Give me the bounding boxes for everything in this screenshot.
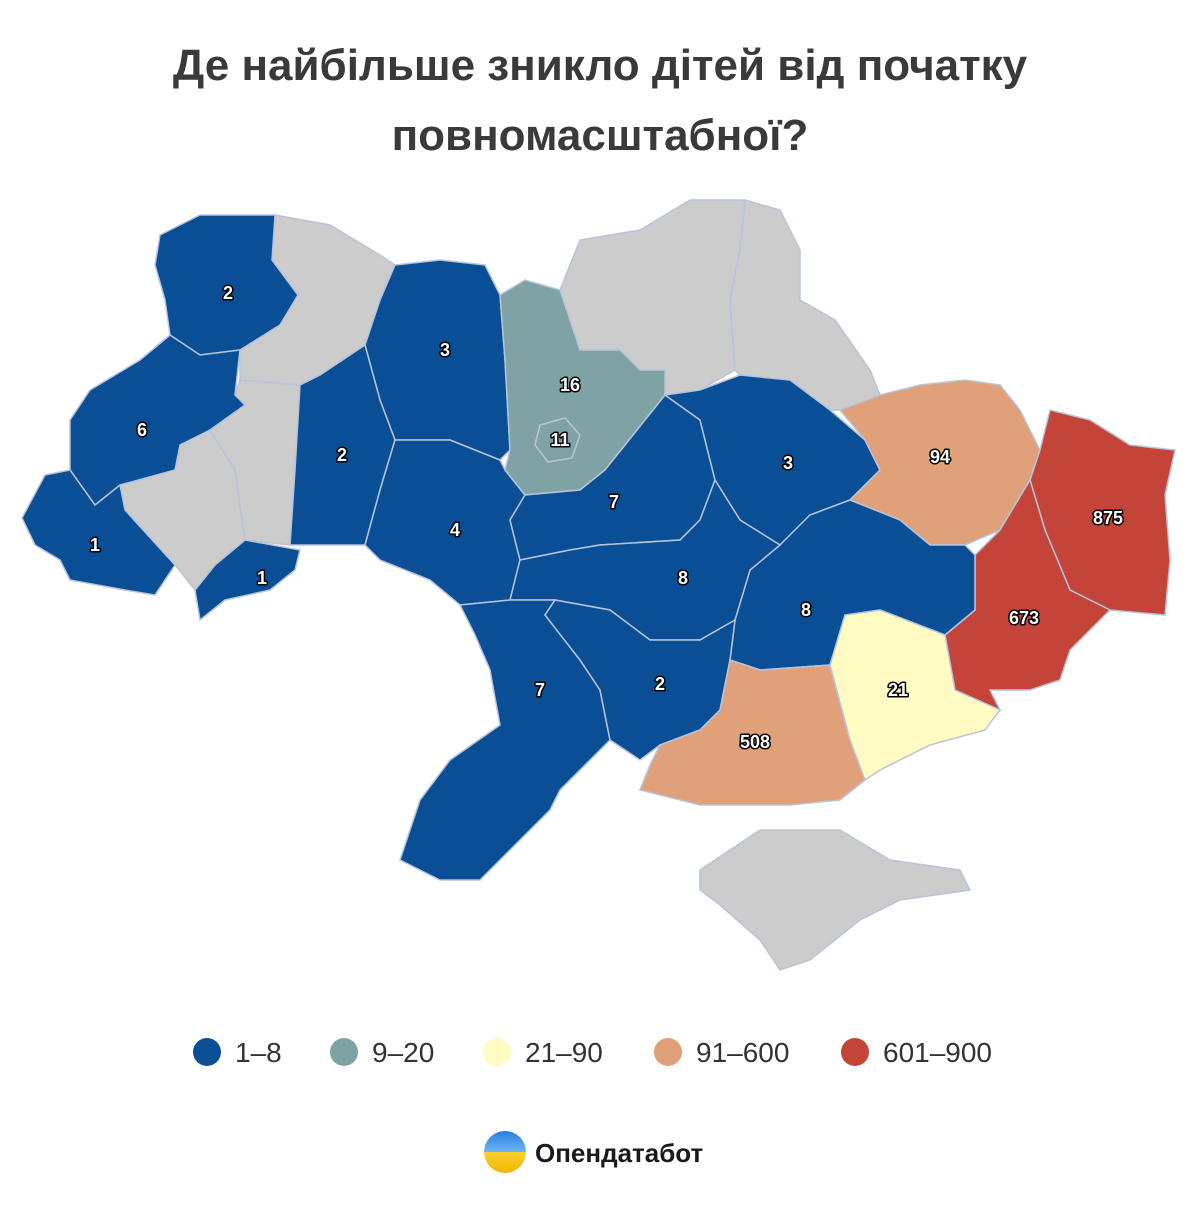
region-value-label: 1: [257, 568, 267, 588]
region: [154, 214, 299, 356]
region: [829, 609, 1002, 782]
title-line: повномасштабної?: [392, 111, 809, 160]
region: [534, 417, 581, 463]
region-value-label: 2: [655, 674, 665, 694]
region-value-label: 6: [137, 420, 147, 440]
region: [194, 539, 301, 622]
legend-label: 21–90: [525, 1037, 603, 1068]
legend-swatch: [330, 1038, 358, 1066]
regions: [21, 214, 1176, 881]
region-no-data: [699, 829, 972, 971]
brand-name: Опендатабот: [535, 1138, 704, 1168]
region-value-label: 11: [550, 430, 569, 450]
region-value-label: 94: [930, 447, 950, 467]
region: [364, 439, 526, 606]
brand-icon: [484, 1131, 526, 1173]
legend-label: 91–600: [696, 1037, 789, 1068]
region-value-label: 8: [678, 568, 688, 588]
title-line: Де найбільше зникло дітей від початку: [173, 41, 1028, 90]
legend-swatch: [193, 1038, 221, 1066]
legend-swatch: [483, 1038, 511, 1066]
region: [69, 334, 247, 507]
no-data-regions: [119, 199, 972, 971]
legend: 1–8 9–20 21–90 91–600 601–900: [193, 1037, 992, 1068]
legend-swatch: [841, 1038, 869, 1066]
region-value-label: 508: [740, 732, 770, 752]
region-value-label: 21: [888, 680, 908, 700]
region: [21, 469, 176, 596]
region-value-label: 3: [440, 340, 450, 360]
region: [638, 659, 866, 806]
legend-swatch: [654, 1038, 682, 1066]
region-value-label: 2: [223, 283, 233, 303]
region-value-label: 8: [801, 600, 811, 620]
region-value-label: 2: [337, 445, 347, 465]
region-value-label: 673: [1009, 608, 1039, 628]
brand-logo: Опендатабот: [484, 1131, 704, 1173]
legend-label: 9–20: [372, 1037, 434, 1068]
region-value-label: 1: [90, 535, 100, 555]
region-value-label: 16: [560, 375, 580, 395]
region-value-label: 3: [783, 453, 793, 473]
region-value-label: 7: [535, 680, 545, 700]
region-value-label: 4: [450, 520, 460, 540]
region-value-label: 875: [1093, 508, 1123, 528]
legend-label: 1–8: [235, 1037, 282, 1068]
region-value-label: 7: [609, 492, 619, 512]
legend-label: 601–900: [883, 1037, 992, 1068]
